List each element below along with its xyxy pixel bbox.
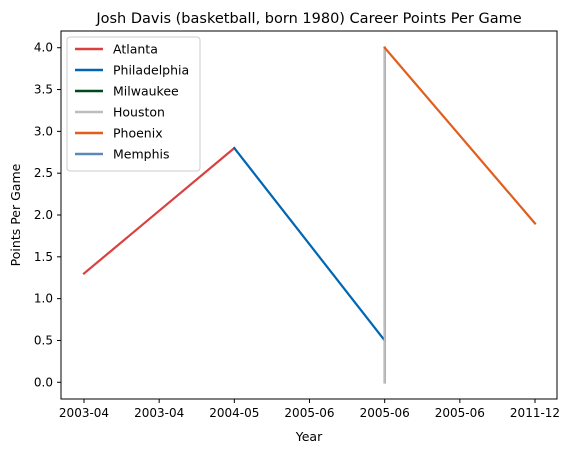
legend-label-atlanta: Atlanta <box>113 42 158 57</box>
x-axis: 2003-04 2003-04 2004-05 2005-06 2005-06 2005-… <box>59 399 560 420</box>
y-axis: 0.0 0.5 1.0 1.5 2.0 2.5 3.0 3.5 4.0 <box>34 41 61 389</box>
chart-title: Josh Davis (basketball, born 1980) Caree… <box>95 11 521 27</box>
x-tick-label: 2004-05 <box>209 406 259 420</box>
legend-label-milwaukee: Milwaukee <box>113 84 179 99</box>
series-line-atlanta <box>82 146 236 276</box>
y-tick-label: 0.5 <box>34 333 53 347</box>
y-tick-label: 3.0 <box>34 124 53 138</box>
x-tick-label: 2011-12 <box>510 406 560 420</box>
series-line-phoenix <box>383 46 537 225</box>
x-tick-label: 2003-04 <box>134 406 184 420</box>
series-layer <box>82 46 537 384</box>
legend-label-philadelphia: Philadelphia <box>113 63 189 78</box>
x-tick-label: 2003-04 <box>59 406 109 420</box>
y-axis-label: Points Per Game <box>8 163 23 266</box>
y-tick-label: 1.0 <box>34 292 53 306</box>
legend-label-houston: Houston <box>113 105 165 120</box>
x-tick-label: 2005-06 <box>435 406 485 420</box>
series-line-philadelphia <box>232 146 387 343</box>
y-tick-label: 2.5 <box>34 166 53 180</box>
legend-label-memphis: Memphis <box>113 147 170 162</box>
y-tick-label: 4.0 <box>34 41 53 55</box>
x-tick-label: 2005-06 <box>284 406 334 420</box>
y-tick-label: 3.5 <box>34 83 53 97</box>
legend: Atlanta Philadelphia Milwaukee Houston Phoen… <box>66 36 201 172</box>
y-tick-label: 0.0 <box>34 375 53 389</box>
x-axis-label: Year <box>295 429 323 444</box>
y-tick-label: 2.0 <box>34 208 53 222</box>
y-tick-label: 1.5 <box>34 250 53 264</box>
legend-label-phoenix: Phoenix <box>113 126 163 141</box>
x-tick-label: 2005-06 <box>360 406 410 420</box>
